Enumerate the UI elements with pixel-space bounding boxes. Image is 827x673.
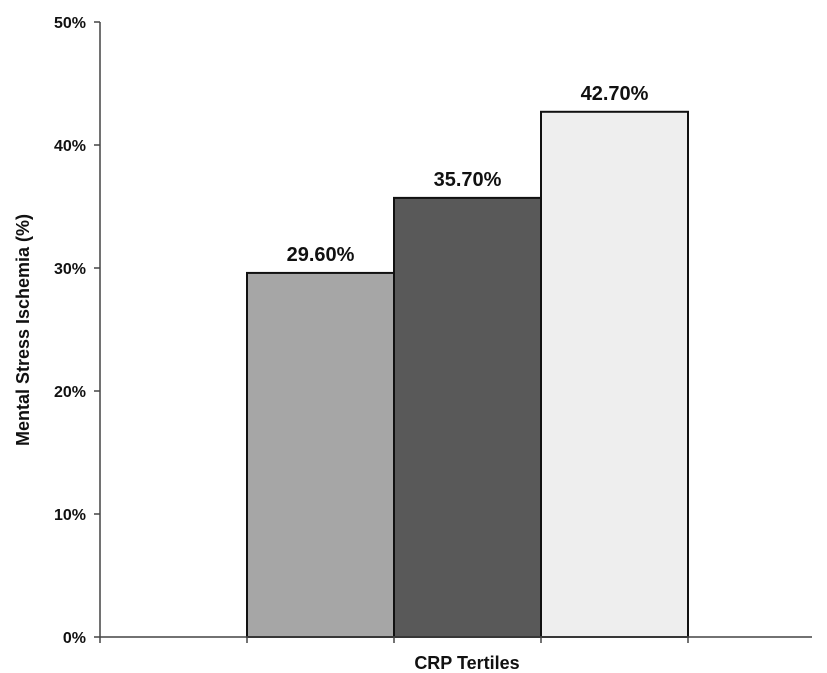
y-axis-tick-labels: 0% 10% 20% 30% 40% 50% (54, 15, 86, 647)
y-tick-label: 10% (54, 507, 86, 524)
y-tick-label: 30% (54, 261, 86, 278)
bar-data-label: 42.70% (581, 83, 649, 105)
y-tick-label: 0% (63, 630, 86, 647)
y-tick-label: 20% (54, 384, 86, 401)
bar (246, 271, 395, 638)
y-axis-ticks (94, 21, 100, 638)
bar (540, 110, 689, 639)
y-axis-title: Mental Stress Ischemia (%) (13, 214, 33, 446)
bar-data-label: 29.60% (287, 244, 355, 266)
y-tick-label: 50% (54, 15, 86, 32)
x-axis-category-ticks (99, 637, 689, 643)
bar (393, 196, 542, 638)
data-labels: 29.60% 35.70% 42.70% (287, 83, 649, 266)
y-tick-label: 40% (54, 138, 86, 155)
x-axis-title: CRP Tertiles (414, 653, 519, 673)
bars (246, 110, 689, 639)
bar-data-label: 35.70% (434, 169, 502, 191)
